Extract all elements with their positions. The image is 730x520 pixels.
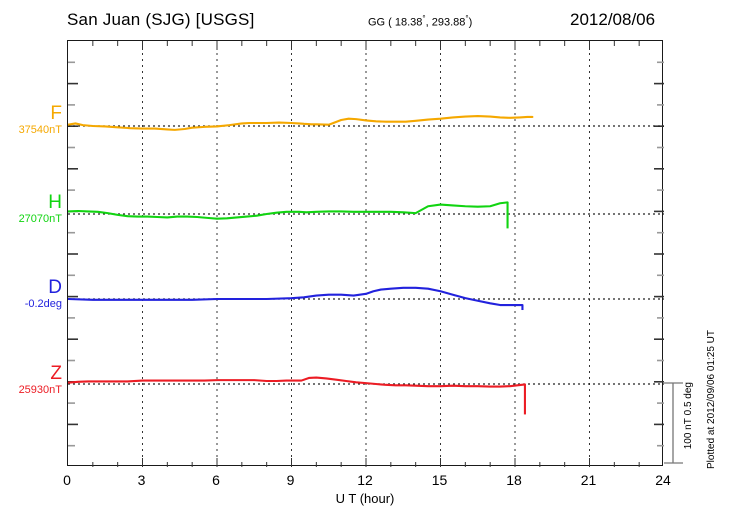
component-baseline-z: 25930nT <box>18 384 62 396</box>
trace-z <box>68 376 526 388</box>
component-baseline-f: 37540nT <box>18 124 62 136</box>
component-baseline-d: -0.2deg <box>24 298 62 310</box>
plotted-at-timestamp: Plotted at 2012/09/06 01:25 UT <box>706 330 717 469</box>
component-label-f: F 37540nT <box>0 104 62 137</box>
degree-symbol-lon: ° <box>465 14 469 23</box>
component-symbol-d: D <box>48 277 62 298</box>
page-title: San Juan (SJG) [USGS] <box>67 10 255 29</box>
geographic-coordinates: GG ( 18.38°, 293.88°) <box>368 14 472 29</box>
component-symbol-f: F <box>50 103 62 124</box>
scale-bar: 100 nT 0.5 deg <box>663 378 723 468</box>
observation-date: 2012/08/06 <box>570 10 656 29</box>
scale-nt: 100 nT <box>683 418 694 450</box>
x-tick-label: 0 <box>63 472 71 488</box>
scale-bar-text: 100 nT 0.5 deg <box>683 382 694 449</box>
x-tick-label: 3 <box>137 472 146 488</box>
component-label-d: D -0.2deg <box>0 278 62 311</box>
degree-symbol-lat: ° <box>422 14 426 23</box>
component-label-z: Z 25930nT <box>0 364 62 397</box>
x-tick-label: 6 <box>212 472 220 488</box>
coords-mid: , 293.88 <box>425 16 466 29</box>
component-baseline-h: 27070nT <box>18 213 62 225</box>
component-symbol-z: Z <box>50 363 62 384</box>
x-tick-label: 24 <box>655 472 671 488</box>
x-axis-label: U T (hour) <box>335 491 395 506</box>
component-symbol-h: H <box>48 192 62 213</box>
x-tick-label: 12 <box>357 472 373 488</box>
x-tick-label: 21 <box>580 472 597 488</box>
component-label-h: H 27070nT <box>0 193 62 226</box>
coords-prefix: GG ( 18.38 <box>368 16 423 29</box>
x-tick-label: 9 <box>286 472 295 488</box>
trace-d <box>68 286 524 307</box>
trace-f <box>68 115 534 131</box>
trace-h <box>68 201 509 220</box>
plot-svg <box>68 41 664 467</box>
scale-deg: 0.5 deg <box>683 382 694 416</box>
x-tick-label: 18 <box>506 472 522 488</box>
scale-bar-glyph <box>664 382 683 464</box>
magnetogram-plot-area <box>67 40 664 467</box>
x-tick-label: 15 <box>431 472 448 488</box>
coords-suffix: ) <box>468 16 473 29</box>
